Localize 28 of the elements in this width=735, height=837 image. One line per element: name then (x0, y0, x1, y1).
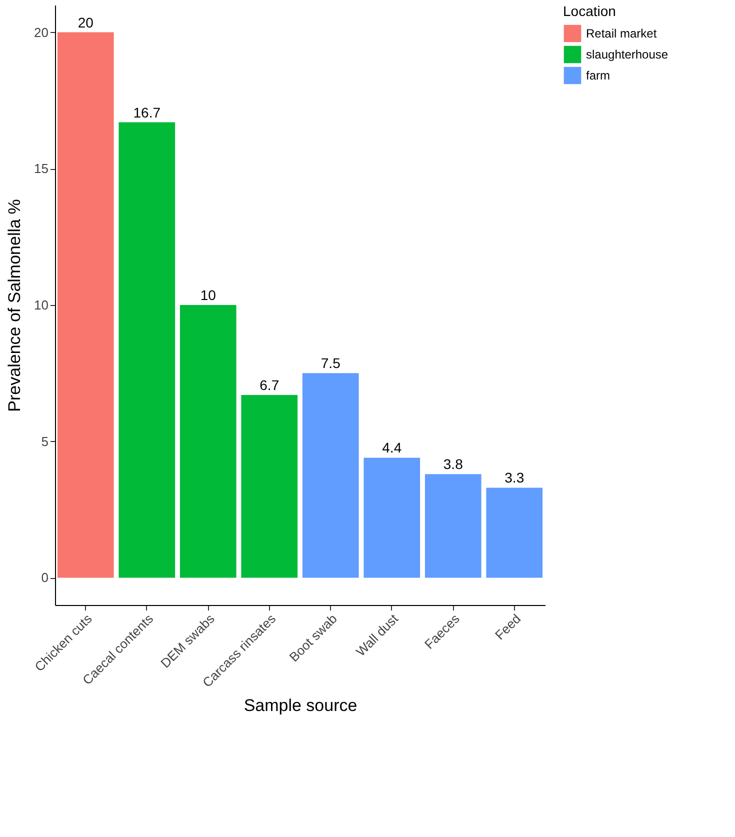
bar (57, 32, 114, 578)
data-label: 6.7 (260, 377, 280, 393)
legend-label: slaughterhouse (586, 48, 668, 62)
data-label: 4.4 (382, 440, 402, 456)
y-tick-label: 5 (41, 434, 48, 449)
data-label: 7.5 (320, 355, 341, 372)
y-tick-label: 20 (34, 24, 48, 40)
legend-label: farm (586, 68, 610, 82)
bar (302, 373, 359, 578)
y-tick-label: 10 (34, 298, 48, 312)
data-label: 3.3 (504, 470, 524, 486)
data-label: 3.8 (443, 456, 464, 472)
data-label: 16.7 (133, 104, 161, 120)
bar (180, 305, 236, 578)
bar (424, 474, 482, 578)
data-label: 10 (200, 287, 216, 303)
y-tick-label: 15 (34, 161, 48, 176)
legend-label: Retail market (586, 26, 658, 40)
legend-title: Location (563, 3, 616, 19)
bar (241, 395, 298, 578)
bar (118, 122, 176, 578)
bar (486, 488, 543, 578)
y-tick-label: 0 (41, 570, 48, 586)
x-axis-title: Sample source (244, 696, 358, 716)
y-axis-title: Prevalence of Salmonella % (5, 199, 24, 412)
bar (364, 458, 420, 578)
data-label: 20 (78, 14, 94, 30)
x-tick-label: Wall dust (352, 610, 402, 660)
